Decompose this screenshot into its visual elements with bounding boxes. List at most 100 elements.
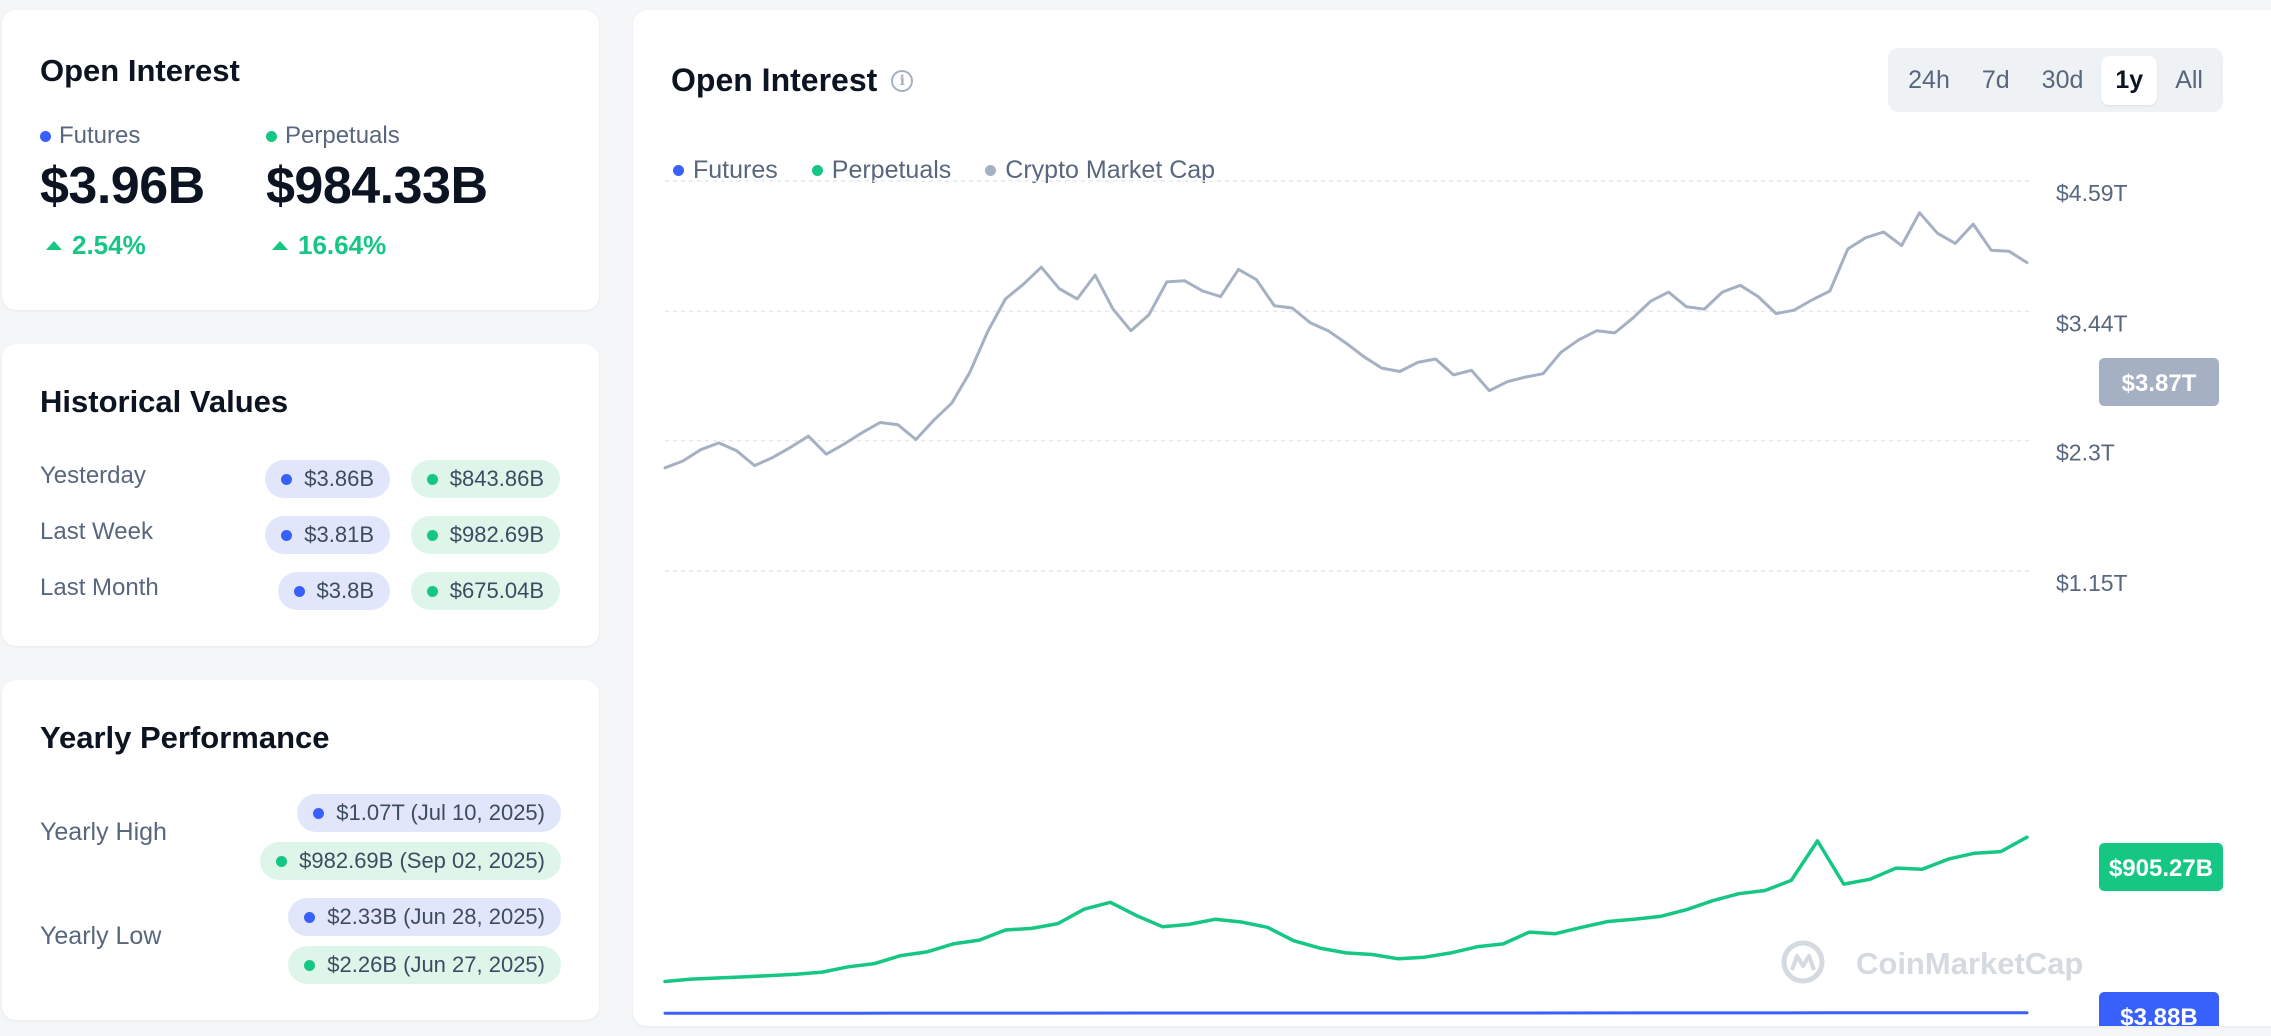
futures-line (663, 1011, 2029, 1015)
futures-dot-icon (293, 585, 305, 597)
perpetuals-change-text: 16.64% (298, 230, 387, 260)
history-row-label: Last Month (40, 574, 159, 601)
yearly-title: Yearly Performance (40, 720, 330, 755)
watermark-text: CoinMarketCap (1856, 946, 2083, 981)
perpetuals-dot-icon (266, 130, 277, 142)
legend-item-perpetuals[interactable]: Perpetuals (811, 156, 952, 185)
futures-label-text: Futures (59, 122, 141, 149)
yearly-low-perpetuals-value: $2.26B (Jun 27, 2025) (327, 952, 545, 977)
futures-pill: $3.86B (265, 460, 390, 498)
futures-pill-value: $3.86B (304, 466, 374, 491)
range-tab-1y[interactable]: 1y (2101, 55, 2158, 105)
y-tick-label: $4.59T (2056, 180, 2128, 206)
perpetuals-value: $984.33B (266, 157, 488, 215)
chart-series (663, 211, 2029, 1015)
yearly-low-futures-value: $2.33B (Jun 28, 2025) (327, 904, 545, 929)
summary-title: Open Interest (40, 53, 240, 88)
perpetuals-pill: $843.86B (410, 460, 560, 498)
yearly-high-label: Yearly High (40, 818, 167, 846)
perpetuals-pill: $675.04B (410, 572, 560, 610)
y-axis: $4.59T $3.44T $2.3T $1.15T (2056, 180, 2128, 596)
futures-value: $3.96B (40, 157, 205, 215)
perpetuals-summary: Perpetuals $984.33B 16.64% (266, 122, 488, 261)
caret-up-icon (46, 241, 62, 250)
futures-change: 2.54% (40, 230, 205, 261)
coinmarketcap-watermark: CoinMarketCap (1781, 940, 2083, 984)
range-tab-24h[interactable]: 24h (1908, 65, 1950, 94)
perpetuals-dot-icon (426, 473, 438, 485)
historical-title: Historical Values (40, 384, 289, 419)
market-cap-line (663, 211, 2029, 470)
futures-summary-label: Futures (40, 122, 205, 150)
legend-label: Perpetuals (831, 156, 952, 184)
futures-dot-icon (40, 130, 51, 142)
y-tick-label: $1.15T (2056, 570, 2128, 596)
perpetuals-pill: $982.69B (410, 516, 560, 554)
coinmarketcap-logo-icon (1781, 940, 1825, 984)
yearly-high-futures-pill: $1.07T (Jul 10, 2025) (297, 794, 561, 832)
perpetuals-dot-icon (276, 855, 288, 867)
futures-pill: $3.8B (277, 572, 390, 610)
yearly-low-futures-pill: $2.33B (Jun 28, 2025) (288, 898, 561, 936)
futures-current-badge-bg (2099, 992, 2219, 1026)
futures-pill: $3.81B (265, 516, 390, 554)
range-tab-7d[interactable]: 7d (1981, 65, 2010, 94)
futures-dot-icon (281, 529, 293, 541)
perpetuals-change: 16.64% (266, 230, 488, 261)
market-cap-dot-icon (985, 165, 997, 176)
perpetuals-current-badge-text: $905.27B (2109, 855, 2213, 882)
market-cap-current-badge-bg (2099, 358, 2219, 406)
y-tick-label: $3.44T (2056, 310, 2128, 336)
coinmarketcap-logo-mark (1790, 954, 1816, 971)
y-tick-label: $2.3T (2056, 440, 2115, 466)
legend-item-market-cap[interactable]: Crypto Market Cap (985, 156, 1215, 185)
range-tab-30d[interactable]: 30d (2041, 65, 2084, 94)
yearly-low-perpetuals-pill: $2.26B (Jun 27, 2025) (288, 946, 561, 984)
perpetuals-dot-icon (304, 959, 316, 971)
futures-summary: Futures $3.96B 2.54% (40, 122, 205, 261)
history-row-last-week: Last Week $3.81B $982.69B (40, 516, 560, 556)
perpetuals-current-badge: $905.27B (2099, 843, 2223, 891)
perpetuals-pill-value: $675.04B (449, 578, 544, 603)
market-cap-current-badge-text: $3.87T (2122, 370, 2197, 397)
yearly-high-perpetuals-pill: $982.69B (Sep 02, 2025) (260, 842, 561, 880)
yearly-low-label: Yearly Low (40, 922, 162, 950)
yearly-high-futures-value: $1.07T (Jul 10, 2025) (336, 800, 545, 825)
chart-title-text: Open Interest (671, 62, 878, 98)
yearly-high-perpetuals-value: $982.69B (Sep 02, 2025) (299, 848, 545, 873)
line-chart: $4.59T $3.44T $2.3T $1.15T CoinMarketCap $3… (663, 180, 2223, 1026)
market-cap-current-badge: $3.87T (2099, 358, 2219, 406)
perpetuals-line (663, 835, 2029, 984)
perpetuals-current-badge-bg (2099, 843, 2223, 891)
chart-grid (665, 180, 2031, 572)
info-icon[interactable]: i (891, 69, 914, 92)
caret-up-icon (272, 241, 288, 250)
futures-dot-icon (673, 165, 684, 176)
futures-dot-icon (281, 473, 293, 485)
futures-current-badge-text: $3.88B (2120, 1004, 2197, 1026)
chart-legend: Futures Perpetuals Crypto Market Cap (673, 156, 1215, 185)
perpetuals-summary-label: Perpetuals (266, 122, 488, 150)
perpetuals-label-text: Perpetuals (285, 122, 400, 149)
open-interest-summary-card: Open Interest Futures $3.96B 2.54% Perpe… (2, 10, 599, 310)
perpetuals-dot-icon (426, 529, 438, 541)
perpetuals-pill-value: $982.69B (449, 522, 544, 547)
history-row-yesterday: Yesterday $3.86B $843.86B (40, 460, 560, 500)
time-range-tabs: 24h 7d 30d 1y All (1888, 48, 2223, 112)
history-row-label: Last Week (40, 518, 153, 545)
legend-item-futures[interactable]: Futures (673, 156, 778, 185)
perpetuals-dot-icon (426, 585, 438, 597)
historical-values-card: Historical Values Yesterday $3.86B $843.… (2, 344, 599, 646)
perpetuals-dot-icon (811, 165, 823, 176)
current-value-badges: $3.87T $905.27B $3.88B (2099, 358, 2223, 1026)
history-row-label: Yesterday (40, 462, 146, 489)
futures-pill-value: $3.81B (304, 522, 374, 547)
futures-change-text: 2.54% (72, 230, 146, 260)
open-interest-chart-card: Open Interest i 24h 7d 30d 1y All Future… (633, 10, 2271, 1026)
range-tab-all[interactable]: All (2175, 65, 2203, 94)
history-row-last-month: Last Month $3.8B $675.04B (40, 572, 560, 612)
futures-dot-icon (313, 807, 325, 819)
futures-dot-icon (304, 911, 316, 923)
perpetuals-pill-value: $843.86B (449, 466, 544, 491)
futures-pill-value: $3.8B (316, 578, 375, 603)
